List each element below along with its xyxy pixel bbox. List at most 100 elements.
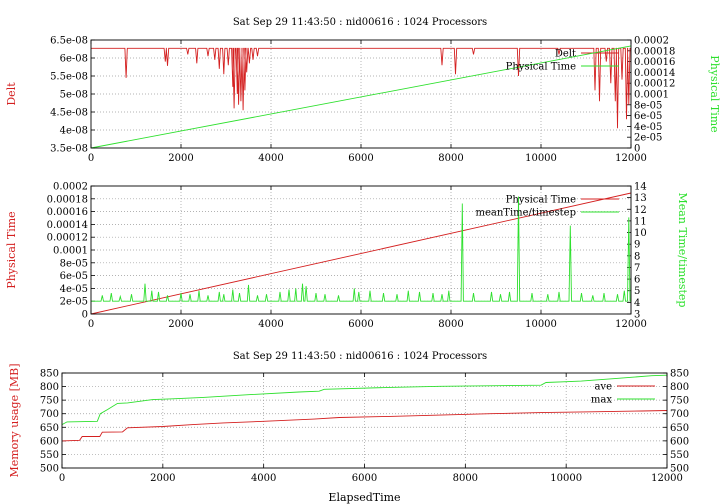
chart1-y-right-tick-label: 0: [634, 144, 640, 155]
chart2-y-left-tick-label: 0.00016: [47, 207, 88, 218]
chart1-x-tick-label: 0: [88, 153, 94, 164]
chart2-y-right-tick-label: 12: [634, 205, 647, 216]
chart1-x-tick-label: 6000: [348, 153, 373, 164]
chart3-frame: [61, 372, 668, 469]
chart2: 0 2000 4000 6000 8000 10000 1200002e-054e-056e…: [5, 182, 689, 331]
chart3-legend-label: max: [591, 395, 612, 406]
chart2-y-left-tick-label: 0.0002: [53, 182, 88, 193]
chart2-x-tick-label: 8000: [438, 319, 463, 330]
chart2-y-left-tick-label: 0: [82, 310, 88, 321]
chart1-y-right-tick-label: 0.0001: [634, 90, 669, 101]
chart2-x-tick-label: 4000: [258, 319, 283, 330]
chart2-y-right-tick-label: 9: [634, 240, 640, 251]
chart1-y-left-tick-label: 4.5e-08: [50, 108, 88, 119]
chart2-frame: [90, 185, 632, 315]
chart1-title: Sat Sep 29 11:43:50 : nid00616 : 1024 Pr…: [233, 17, 487, 28]
chart3-x-tick-label: 4000: [251, 473, 276, 484]
chart3-series-ave: [61, 410, 668, 442]
chart2-y-right-tick-label: 5: [634, 286, 640, 297]
chart2-x-tick-label: 2000: [168, 319, 193, 330]
chart2-y-left-tick-label: 0.00014: [47, 220, 88, 231]
chart3-y-left-tick-label: 550: [40, 450, 59, 461]
chart3-y-left-tick-label: 600: [40, 436, 59, 447]
chart1-x-tick-label: 12000: [615, 153, 647, 164]
chart2-y-left-tick-label: 6e-05: [60, 271, 88, 282]
chart3-x-tick-label: 6000: [352, 473, 377, 484]
chart2-y-right-tick-label: 10: [634, 228, 647, 239]
chart1-y-left-tick-label: 5.5e-08: [50, 72, 88, 83]
chart2-y-right-tick-label: 14: [634, 182, 647, 193]
chart1-series-physical-time: [90, 45, 632, 149]
chart3-x-tick-label: 2000: [150, 473, 175, 484]
chart1-y-right-tick-label: 0.00014: [634, 68, 675, 79]
chart3-y-left-tick-label: 750: [40, 396, 59, 407]
chart2-y-right-tick-label: 6: [634, 275, 640, 286]
chart2-y-left-label: Physical Time: [5, 211, 18, 288]
chart3: 0 2000 4000 6000 8000 10000 120005005506006507…: [8, 363, 689, 504]
chart1-y-right-tick-label: 0.00018: [634, 46, 675, 57]
chart1-y-left-label: Delt: [5, 82, 18, 106]
chart3-series-max: [61, 374, 668, 425]
chart2-x-tick-label: 10000: [525, 319, 557, 330]
chart3-y-right-tick-label: 550: [670, 450, 689, 461]
chart1-y-right-label: Physical Time: [708, 55, 720, 132]
chart3-legend-label: ave: [594, 382, 612, 393]
chart2-x-tick-label: 0: [88, 319, 94, 330]
chart3-y-right-tick-label: 600: [670, 436, 689, 447]
chart1-y-right-tick-label: 2e-05: [634, 133, 662, 144]
chart3-title: Sat Sep 29 11:43:50 : nid00616 : 1024 Pr…: [233, 351, 487, 362]
chart2-y-left-tick-label: 8e-05: [60, 258, 88, 269]
chart1-y-right-tick-label: 0.00012: [634, 79, 675, 90]
chart1-y-right-tick-label: 0.0002: [634, 36, 669, 47]
chart2-y-left-tick-label: 0.00018: [47, 194, 88, 205]
chart1-y-left-tick-label: 6.5e-08: [50, 36, 88, 47]
chart1-y-left-tick-label: 5e-08: [60, 90, 88, 101]
chart1-x-tick-label: 4000: [258, 153, 283, 164]
chart3-x-tick-label: 8000: [453, 473, 478, 484]
chart1-legend-label: Delt: [555, 49, 576, 60]
chart1-x-tick-label: 8000: [438, 153, 463, 164]
chart2-y-right-tick-label: 4: [634, 298, 640, 309]
chart3-y-left-tick-label: 700: [40, 409, 59, 420]
chart2-y-left-tick-label: 0.00012: [47, 233, 88, 244]
chart3-y-left-tick-label: 650: [40, 423, 59, 434]
chart1-x-tick-label: 10000: [525, 153, 557, 164]
chart3-y-left-tick-label: 500: [40, 464, 59, 475]
chart2-y-right-tick-label: 3: [634, 310, 640, 321]
chart3-y-right-tick-label: 700: [670, 409, 689, 420]
chart3-x-label: ElapsedTime: [328, 491, 400, 504]
chart1: 0 2000 4000 6000 8000 10000 12000 3.5e-08 4e-08 4…: [5, 36, 720, 165]
chart2-x-tick-label: 12000: [615, 319, 647, 330]
chart1-y-left-tick-label: 3.5e-08: [50, 144, 88, 155]
chart1-frame: [90, 39, 632, 149]
chart2-y-right-tick-label: 13: [634, 193, 647, 204]
chart3-y-left-tick-label: 800: [40, 382, 59, 393]
chart1-y-right-tick-label: 8e-05: [634, 100, 662, 111]
chart1-legend-label: Physical Time: [506, 62, 576, 73]
chart2-y-right-tick-label: 7: [634, 263, 640, 274]
chart1-y-right-tick-label: 6e-05: [634, 111, 662, 122]
chart1-y-left-tick-label: 6e-08: [60, 54, 88, 65]
chart2-y-left-tick-label: 0.0001: [53, 246, 88, 257]
chart3-y-right-tick-label: 650: [670, 423, 689, 434]
chart1-y-right-tick-label: 0.00016: [634, 57, 675, 68]
chart3-y-right-tick-label: 800: [670, 382, 689, 393]
chart2-x-tick-label: 6000: [348, 319, 373, 330]
chart3-x-tick-label: 12000: [651, 473, 683, 484]
chart2-y-right-label: Mean Time/timestep: [676, 193, 689, 308]
chart2-legend-label: meanTime/timestep: [475, 208, 576, 219]
chart2-y-left-tick-label: 2e-05: [60, 297, 88, 308]
chart1-x-tick-label: 2000: [168, 153, 193, 164]
chart2-y-right-tick-label: 8: [634, 251, 640, 262]
chart3-x-tick-label: 0: [59, 473, 65, 484]
chart3-x-tick-label: 10000: [550, 473, 582, 484]
chart3-y-left-label: Memory usage [MB]: [8, 363, 21, 477]
chart2-y-left-tick-label: 4e-05: [60, 284, 88, 295]
chart1-y-left-tick-label: 4e-08: [60, 126, 88, 137]
chart3-y-right-tick-label: 500: [670, 464, 689, 475]
chart1-y-right-tick-label: 4e-05: [634, 122, 662, 133]
chart3-y-right-tick-label: 750: [670, 396, 689, 407]
chart2-y-right-tick-label: 11: [634, 216, 647, 227]
chart3-y-left-tick-label: 850: [40, 369, 59, 380]
